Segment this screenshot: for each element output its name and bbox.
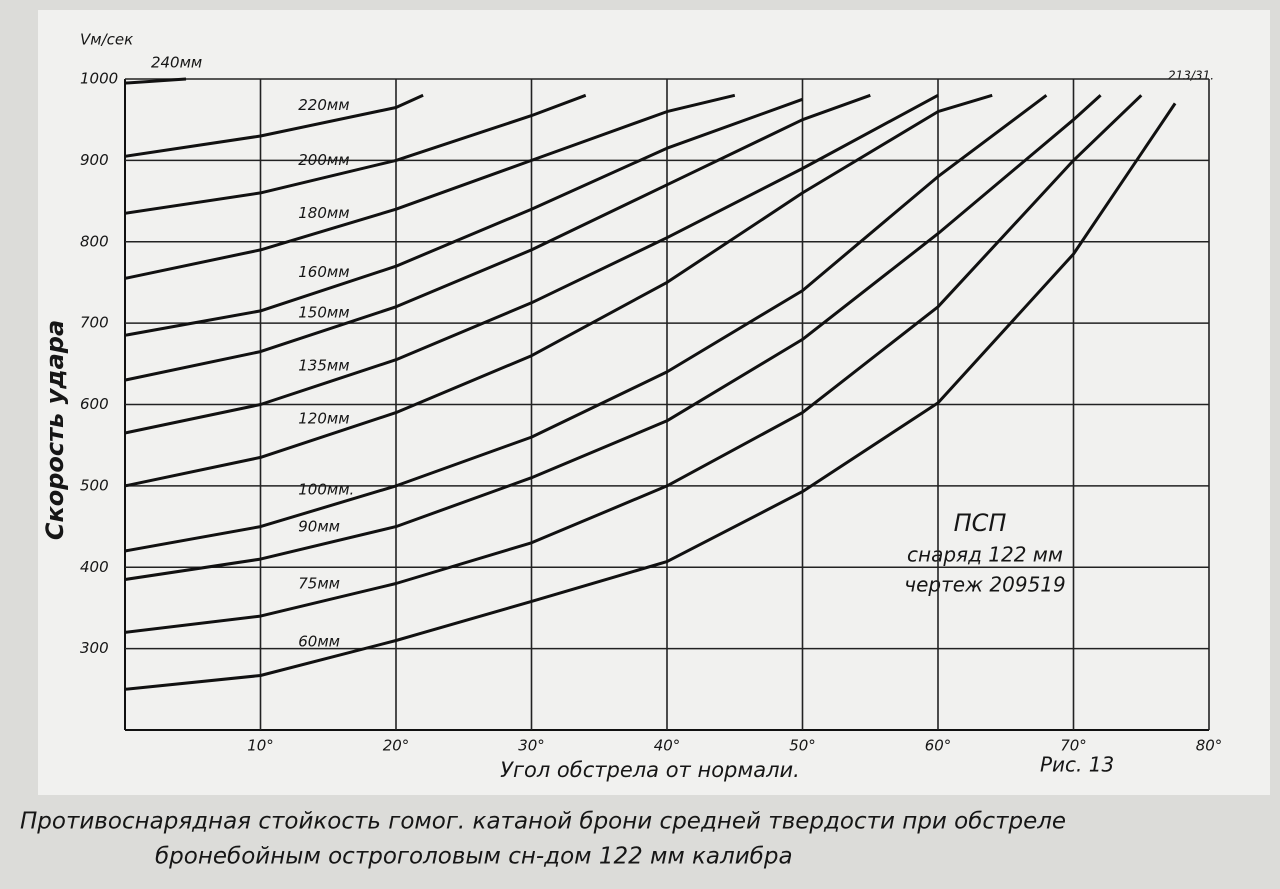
- curve: [124, 93, 871, 382]
- y-unit-label: Vм/сек: [80, 31, 133, 49]
- curve-label: 200мм: [298, 151, 349, 169]
- curve-label: 150мм: [298, 304, 349, 322]
- y-tick-label: 700: [80, 314, 109, 332]
- x-tick-label: 80°: [1196, 737, 1223, 755]
- annotation: снаряд 122 мм: [907, 543, 1063, 567]
- y-tick-label: 400: [80, 558, 109, 576]
- curve-label: 120мм: [298, 410, 349, 428]
- paper: [38, 10, 1270, 795]
- curve-label: 75мм: [298, 574, 340, 592]
- curve-label: 135мм: [298, 357, 349, 375]
- curve: [124, 94, 1102, 581]
- curve: [124, 102, 1177, 691]
- curve: [124, 77, 187, 85]
- curve-label: 180мм: [298, 204, 349, 222]
- curve: [124, 93, 736, 280]
- curve: [124, 94, 1143, 634]
- x-tick-label: 70°: [1060, 737, 1087, 755]
- x-tick-label: 50°: [789, 737, 816, 755]
- y-tick-label: 1000: [80, 70, 118, 88]
- curve: [124, 97, 804, 337]
- x-tick-label: 40°: [654, 737, 681, 755]
- sheet-number: 213/31.: [1168, 69, 1214, 83]
- curve: [124, 93, 424, 158]
- curve: [124, 94, 1048, 553]
- curve-label: 160мм: [298, 263, 349, 281]
- plot: 300 400 500 600 700 800 900 1000 10° 20° 30° 40° 50°…: [80, 54, 1222, 755]
- y-axis-label: Скорость удара: [41, 320, 69, 540]
- curve-label: 100мм.: [298, 481, 354, 499]
- y-tick-label: 500: [80, 476, 109, 494]
- x-axis-label: Угол обстрела от нормали.: [500, 758, 800, 782]
- y-tick-label: 800: [80, 232, 109, 250]
- y-tick-label: 600: [80, 395, 109, 413]
- curve: [124, 93, 993, 488]
- curve-label: 90мм: [298, 517, 340, 535]
- y-tick-label: 300: [80, 639, 109, 657]
- x-tick-label: 60°: [925, 737, 952, 755]
- curve: [124, 93, 939, 435]
- y-tick-label: 900: [80, 151, 109, 169]
- x-tick-label: 10°: [247, 737, 274, 755]
- annotation: чертеж 209519: [904, 573, 1066, 597]
- caption-line: бронебойным остроголовым сн-дом 122 мм к…: [155, 844, 793, 870]
- curve: [124, 93, 587, 215]
- x-tick-label: 30°: [518, 737, 545, 755]
- figure-label: Рис. 13: [1040, 753, 1114, 777]
- curve-label: 60мм: [298, 632, 340, 650]
- caption-line: Противоснарядная стойкость гомог. катано…: [20, 809, 1066, 835]
- curve-label: 220мм: [298, 96, 349, 114]
- curve-label: 240мм: [151, 54, 202, 72]
- x-tick-label: 20°: [383, 737, 410, 755]
- annotation: ПСП: [954, 509, 1007, 537]
